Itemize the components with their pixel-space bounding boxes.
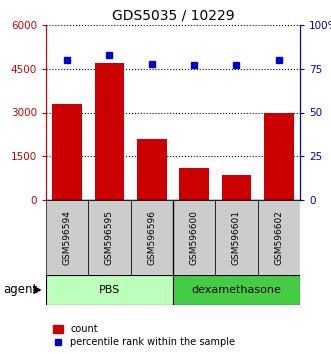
- Bar: [173, 200, 215, 275]
- Bar: [95, 63, 124, 200]
- Bar: [131, 200, 173, 275]
- Text: GSM596602: GSM596602: [274, 210, 283, 265]
- Bar: [46, 200, 88, 275]
- Text: GSM596600: GSM596600: [190, 210, 199, 265]
- Title: GDS5035 / 10229: GDS5035 / 10229: [112, 8, 234, 22]
- Text: PBS: PBS: [99, 285, 120, 295]
- Bar: [46, 275, 173, 305]
- Bar: [264, 113, 294, 200]
- Text: GSM596595: GSM596595: [105, 210, 114, 265]
- Legend: count, percentile rank within the sample: count, percentile rank within the sample: [51, 322, 237, 349]
- Bar: [215, 200, 258, 275]
- Text: GSM596594: GSM596594: [63, 210, 72, 265]
- Bar: [52, 104, 82, 200]
- Text: GSM596596: GSM596596: [147, 210, 156, 265]
- Bar: [179, 168, 209, 200]
- Text: GSM596601: GSM596601: [232, 210, 241, 265]
- Bar: [258, 200, 300, 275]
- Bar: [88, 200, 131, 275]
- Bar: [137, 139, 166, 200]
- Text: agent: agent: [3, 284, 37, 297]
- Text: dexamethasone: dexamethasone: [192, 285, 281, 295]
- Bar: [173, 275, 300, 305]
- Bar: [222, 175, 251, 200]
